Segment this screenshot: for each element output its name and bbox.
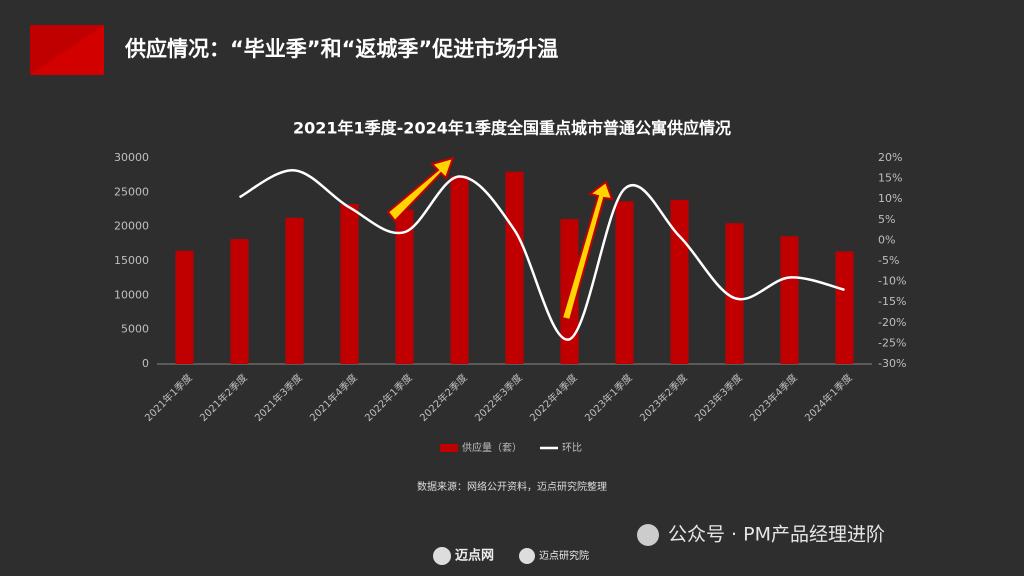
y-tick-label: 30000 xyxy=(114,151,149,164)
legend-label: 环比 xyxy=(562,442,582,454)
y2-tick-label: 10% xyxy=(878,192,902,205)
y-tick-label: 5000 xyxy=(121,323,149,336)
y-tick-label: 0 xyxy=(142,357,149,370)
y2-tick-label: -20% xyxy=(878,316,906,329)
bar xyxy=(285,217,304,364)
watermark: 公众号 · PM产品经理进阶 xyxy=(668,524,885,546)
y-tick-label: 20000 xyxy=(114,220,149,233)
y2-tick-label: -15% xyxy=(878,295,906,308)
bar xyxy=(230,239,249,364)
bar xyxy=(725,223,744,364)
bar xyxy=(835,251,854,364)
logo-icon xyxy=(519,548,535,564)
legend-label: 供应量（套） xyxy=(462,441,522,454)
y2-tick-label: -5% xyxy=(878,254,899,267)
y2-tick-label: -25% xyxy=(878,336,906,349)
y-tick-label: 25000 xyxy=(114,185,149,198)
line xyxy=(238,169,845,341)
bar xyxy=(395,209,414,364)
bar xyxy=(780,236,799,364)
wechat-icon xyxy=(637,524,659,546)
source-note: 数据来源：网络公开资料，迈点研究院整理 xyxy=(417,480,607,493)
bar xyxy=(450,175,469,364)
logo: 迈点研究院 xyxy=(539,549,589,562)
logo-icon xyxy=(433,547,451,565)
title-decoration xyxy=(30,25,104,75)
chart-title: 2021年1季度-2024年1季度全国重点城市普通公寓供应情况 xyxy=(293,119,731,138)
y2-tick-label: 5% xyxy=(878,213,895,226)
bar xyxy=(175,250,194,364)
y2-tick-label: -30% xyxy=(878,357,906,370)
y2-tick-label: 20% xyxy=(878,151,902,164)
y-tick-label: 15000 xyxy=(114,254,149,267)
arrow-annotation xyxy=(386,156,455,223)
y2-tick-label: 0% xyxy=(878,233,895,246)
bar xyxy=(615,201,634,364)
slide-title: 供应情况：“毕业季”和“返城季”促进市场升温 xyxy=(124,37,558,61)
bar xyxy=(670,199,689,364)
y2-tick-label: -10% xyxy=(878,275,906,288)
legend-swatch xyxy=(440,444,458,452)
y-tick-label: 10000 xyxy=(114,288,149,301)
arrow-annotation xyxy=(560,180,614,322)
bar xyxy=(505,171,524,364)
logo: 迈点网 xyxy=(455,548,494,564)
y2-tick-label: 15% xyxy=(878,172,902,185)
bar xyxy=(340,204,359,364)
